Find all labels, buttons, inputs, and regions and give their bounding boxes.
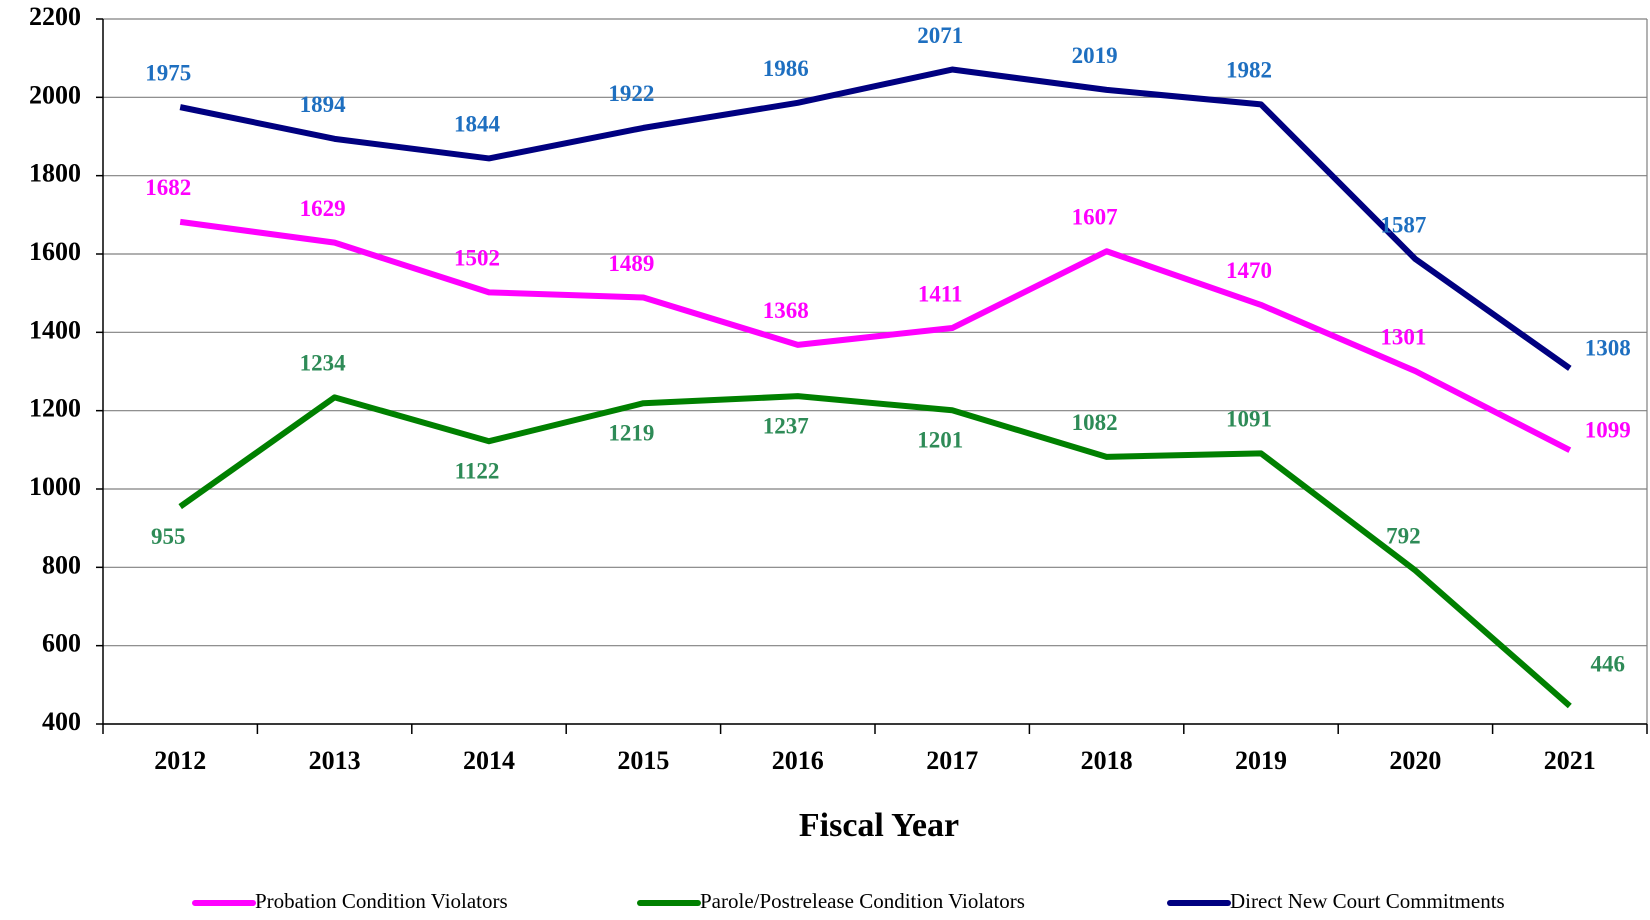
series-line [178,393,1572,709]
data-label: 1922 [608,81,654,106]
data-label: 1234 [300,351,347,376]
data-label: 1682 [145,175,191,200]
data-label: 1301 [1380,324,1426,349]
legend-label: Direct New Court Commitments [1230,889,1505,913]
legend-label: Probation Condition Violators [255,889,508,913]
data-label: 1986 [763,56,809,81]
x-tick-label: 2013 [309,746,361,775]
x-tick-label: 2019 [1235,746,1287,775]
data-label: 955 [151,524,186,549]
data-label: 446 [1591,651,1626,676]
series-line [179,218,1572,453]
x-tick-label: 2020 [1389,746,1441,775]
x-tick-label: 2015 [617,746,669,775]
y-tick-label: 400 [42,707,81,736]
y-tick-label: 1000 [29,472,81,501]
x-tick-label: 2017 [926,746,978,775]
data-label: 1502 [454,246,500,271]
data-label: 1411 [918,281,963,306]
data-label: 1470 [1226,258,1272,283]
data-label: 792 [1386,524,1421,549]
data-label: 1489 [608,251,654,276]
data-label: 1629 [300,196,346,221]
y-tick-label: 800 [42,550,81,579]
data-label: 1219 [608,421,654,446]
y-tick-label: 2000 [29,80,81,109]
y-tick-label: 1200 [29,394,81,423]
data-label: 1368 [763,298,809,323]
x-tick-label: 2018 [1081,746,1133,775]
data-label: 1844 [454,112,501,137]
data-label: 1237 [763,413,809,438]
legend-label: Parole/Postrelease Condition Violators [700,889,1025,913]
data-label: 1607 [1072,205,1118,230]
data-label: 1122 [455,458,500,483]
y-tick-label: 1800 [29,159,81,188]
x-tick-label: 2012 [154,746,206,775]
x-axis-title: Fiscal Year [799,807,959,844]
data-label: 1099 [1585,418,1631,443]
data-label: 1587 [1380,212,1426,237]
x-tick-label: 2021 [1544,746,1596,775]
y-tick-label: 2200 [29,2,81,31]
data-label: 2071 [917,23,963,48]
series-line [179,66,1572,371]
data-label: 2019 [1072,43,1118,68]
x-tick-label: 2014 [463,746,515,775]
x-tick-label: 2016 [772,746,824,775]
data-label: 1201 [917,428,963,453]
y-tick-label: 600 [42,629,81,658]
data-label: 1091 [1226,407,1272,432]
data-label: 1082 [1072,410,1118,435]
y-tick-label: 1600 [29,237,81,266]
data-label: 1975 [145,60,191,85]
data-label: 1982 [1226,58,1272,83]
data-label: 1308 [1585,336,1631,361]
y-tick-label: 1400 [29,315,81,344]
data-label: 1894 [300,92,347,117]
